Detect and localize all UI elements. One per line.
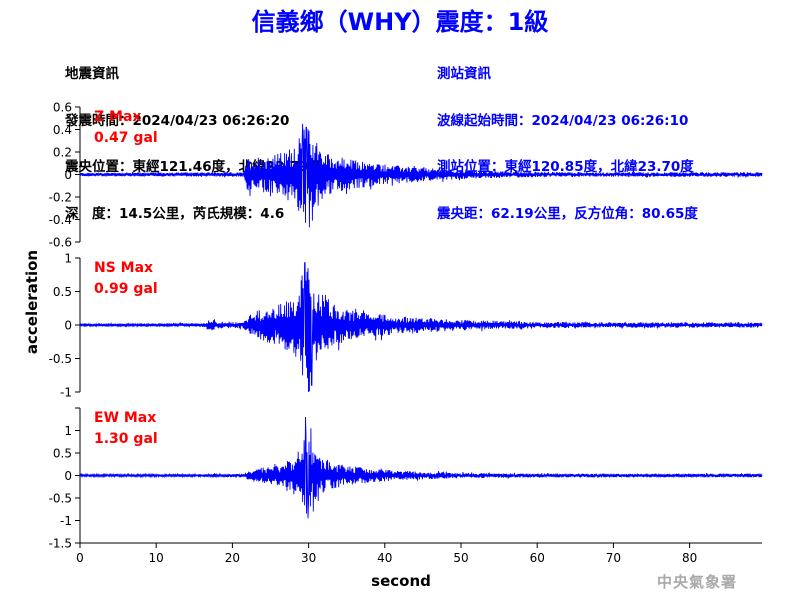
station-info: 測站資訊 波線起始時間：2024/04/23 06:26:10 測站位置：東經1…: [437, 36, 698, 238]
origin-time: 發震時間：2024/04/23 06:26:20: [65, 112, 290, 129]
x-axis: 0 10 20 30 40 50 60 70 80: [76, 542, 762, 565]
chart-title: 信義鄉（WHY）震度：1級: [251, 8, 549, 36]
x-tick-label: 0: [76, 551, 84, 565]
x-tick-label: 70: [606, 551, 621, 565]
waveform-ns: [79, 262, 763, 393]
wave-start-time: 波線起始時間：2024/04/23 06:26:10: [437, 112, 689, 129]
x-tick-label: 30: [301, 551, 316, 565]
y-tick-label: 0.5: [53, 447, 72, 461]
max-label: NS Max: [94, 260, 153, 276]
y-tick-label: -1: [60, 386, 72, 400]
depth-magnitude: 深 度：14.5公里，芮氏規模：4.6: [65, 205, 285, 222]
max-value: 0.47 gal: [94, 130, 158, 146]
x-tick-label: 50: [453, 551, 468, 565]
waveform-z: [79, 123, 763, 228]
x-axis-label: second: [371, 572, 431, 590]
distance-azimuth: 震央距：62.19公里，反方位角：80.65度: [437, 205, 698, 222]
panel-z: 0.6 0.4 0.2 0 -0.2 -0.4 -0.6 Z Max 0.47 gal: [49, 101, 763, 250]
x-tick-label: 10: [149, 551, 164, 565]
y-tick-label: -0.2: [49, 191, 72, 205]
y-tick-label: -0.4: [49, 213, 72, 227]
y-axis-label: acceleration: [23, 250, 41, 354]
y-tick-label: 0: [64, 168, 72, 182]
panel-ns: 1 0.5 0 -0.5 -1 NS Max 0.99 gal: [49, 252, 763, 400]
earthquake-info-heading: 地震資訊: [65, 66, 119, 82]
y-tick-label: 0: [64, 319, 72, 333]
station-location: 測站位置：東經120.85度，北緯23.70度: [437, 159, 694, 175]
x-tick-label: 80: [682, 551, 697, 565]
max-label: EW Max: [94, 410, 156, 426]
x-tick-label: 20: [225, 551, 240, 565]
x-tick-label: 60: [530, 551, 545, 565]
panel-ew: 1 0.5 0 -0.5 -1 -1.5 EW Max 1.30 gal: [49, 407, 763, 551]
y-tick-label: -0.5: [49, 352, 72, 366]
waveform-ew: [79, 416, 763, 519]
earthquake-info: 地震資訊 發震時間：2024/04/23 06:26:20 震央位置：東經121…: [65, 36, 322, 238]
y-tick-label: 0.2: [53, 146, 72, 160]
max-value: 1.30 gal: [94, 431, 158, 447]
panels-group: 0.6 0.4 0.2 0 -0.2 -0.4 -0.6 Z Max 0.47 gal 1 0.5 0…: [49, 101, 763, 551]
y-tick-label: 0.5: [53, 285, 72, 299]
max-label: Z Max: [94, 109, 141, 125]
y-tick-label: 1: [64, 424, 72, 438]
station-info-heading: 測站資訊: [437, 66, 491, 82]
y-tick-label: 0: [64, 469, 72, 483]
y-tick-label: -1.5: [49, 537, 72, 551]
max-value: 0.99 gal: [94, 281, 158, 297]
cwa-watermark: 中央氣象署: [657, 573, 738, 591]
y-tick-label: -0.6: [49, 236, 72, 250]
y-tick-label: -1: [60, 514, 72, 528]
y-tick-label: 1: [64, 252, 72, 266]
y-tick-label: -0.5: [49, 492, 72, 506]
y-tick-label: 0.6: [53, 101, 72, 115]
x-tick-label: 40: [377, 551, 392, 565]
y-tick-label: 0.4: [53, 123, 72, 137]
